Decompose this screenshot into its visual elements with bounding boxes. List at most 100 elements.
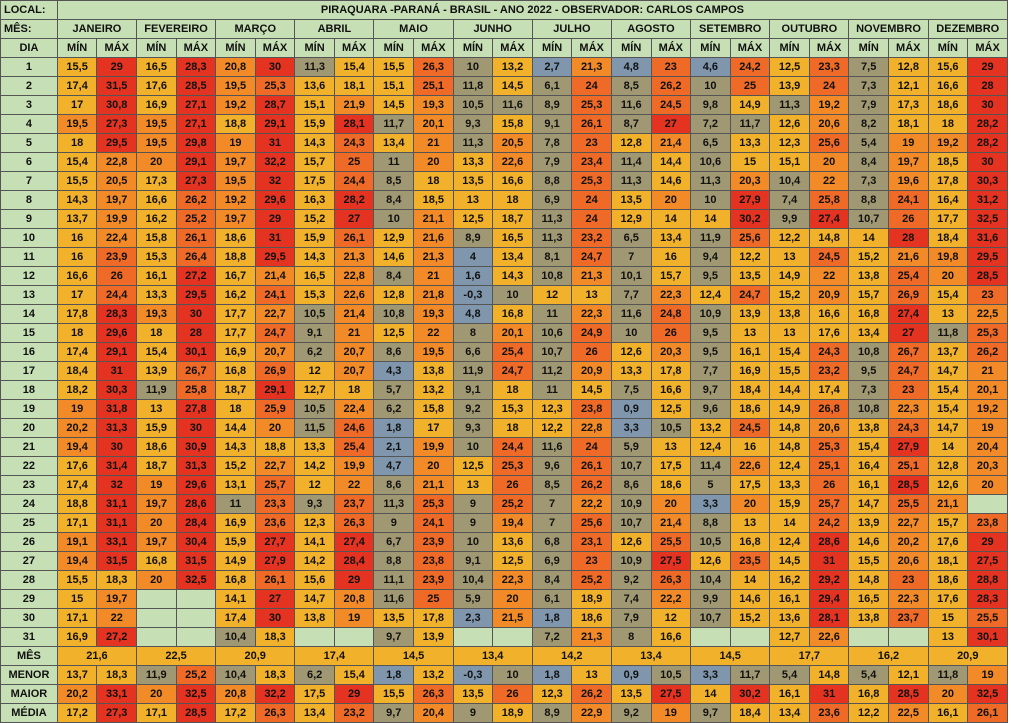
temp-cell: -0,3 [452, 285, 494, 305]
temp-cell: 6,2 [373, 399, 415, 419]
temp-cell: 26,9 [887, 285, 929, 305]
temp-cell: 8,4 [373, 190, 415, 210]
day-number: 1 [0, 57, 58, 77]
table-row: 15 18 29,6 18 28 17,7 24,7 9,1 21 12,5 22 8 20,1 10,6… [0, 323, 1008, 343]
temp-cell: 11,3 [690, 171, 731, 191]
temp-cell: 26,2 [571, 475, 612, 495]
temp-cell: 28,7 [254, 95, 296, 115]
temp-cell: 28,2 [333, 190, 375, 210]
temp-cell: 8,1 [531, 247, 573, 267]
temp-cell: 15,4 [136, 342, 177, 362]
day-number: 10 [0, 228, 58, 248]
temp-cell: 28 [967, 76, 1008, 96]
max-header: MÁX [333, 38, 375, 58]
day-number: 13 [0, 285, 58, 305]
temp-cell: 12,9 [373, 228, 415, 248]
temp-cell: 13,5 [729, 266, 771, 286]
month-name: JANEIRO [56, 19, 138, 39]
temp-cell: 9,6 [531, 456, 573, 476]
temp-cell: 26 [492, 475, 533, 495]
temp-cell: 13 [927, 304, 969, 324]
temp-cell: 12,6 [690, 551, 731, 571]
month-name: OUTUBRO [769, 19, 850, 39]
temp-cell: 22,3 [571, 304, 612, 324]
temp-cell: 12,8 [927, 456, 969, 476]
temp-cell: 6,1 [531, 76, 573, 96]
table-row: 31 16,9 27,2 10,4 18,3 9,7 13,9 7,2 21,3 8 16,6 12,… [0, 627, 1008, 647]
temp-cell: 20 [254, 418, 296, 438]
temp-cell: 30,2 [729, 209, 771, 229]
temp-cell: 11,3 [373, 494, 415, 514]
temp-cell: 15,2 [848, 247, 889, 267]
temp-cell: 8,8 [690, 513, 731, 533]
temp-cell: 22,7 [887, 513, 929, 533]
temp-cell: 20,1 [492, 323, 533, 343]
temp-cell: 13 [650, 437, 692, 457]
summary-cell: 1,8 [373, 665, 415, 685]
temp-cell: 13,8 [294, 608, 335, 628]
temp-cell: 15,2 [294, 209, 335, 229]
temp-cell: 30 [254, 608, 296, 628]
temp-cell: 11 [531, 304, 573, 324]
temp-cell: 16,8 [848, 304, 889, 324]
temp-cell: 14 [650, 209, 692, 229]
temp-cell: 13,8 [848, 266, 889, 286]
summary-cell: 22,9 [571, 703, 612, 723]
temp-cell: 15 [56, 589, 98, 609]
temp-cell: 12,8 [610, 133, 652, 153]
temp-cell: 3,3 [690, 494, 731, 514]
temp-cell: 22,3 [887, 399, 929, 419]
temp-cell: 9,3 [294, 494, 335, 514]
day-number: 2 [0, 76, 58, 96]
max-header: MÁX [650, 38, 692, 58]
temp-cell: 19 [215, 133, 256, 153]
min-header: MÍN [610, 38, 652, 58]
temp-cell: 31,4 [96, 456, 137, 476]
month-average-row: MÊS 21,6 22,5 20,9 17,4 14,5 13,4 14,2 13,4 14,5 1… [0, 646, 1009, 666]
temp-cell: 16,4 [848, 456, 889, 476]
empty-cell [136, 589, 177, 609]
temp-cell: 7,9 [531, 152, 573, 172]
temp-cell: 17,4 [215, 608, 256, 628]
temp-cell: 13 [452, 190, 494, 210]
temp-cell: 16,6 [136, 190, 177, 210]
temp-cell: 17,8 [927, 171, 969, 191]
temp-cell: 13 [769, 323, 810, 343]
temp-cell: 29,6 [175, 475, 217, 495]
temp-cell: 21,3 [571, 266, 612, 286]
summary-cell: 9,7 [373, 703, 415, 723]
temp-cell: 18,6 [927, 95, 969, 115]
month-average-value: 14,5 [690, 646, 771, 666]
temp-cell: 11,6 [531, 437, 573, 457]
temp-cell: 30 [175, 304, 217, 324]
temp-cell: 7,4 [769, 190, 810, 210]
temp-cell: 19 [967, 418, 1008, 438]
temp-cell: 15,9 [136, 418, 177, 438]
temp-cell: 14,2 [294, 551, 335, 571]
summary-cell: 9,7 [690, 703, 731, 723]
temp-cell: 13 [571, 285, 612, 305]
temp-cell: 21,4 [650, 133, 692, 153]
temp-cell: 19,2 [967, 399, 1008, 419]
temp-cell: 27 [650, 114, 692, 134]
temp-cell: 9,1 [294, 323, 335, 343]
temp-cell: 30 [175, 418, 217, 438]
temp-cell: 15,1 [373, 76, 415, 96]
max-header: MÁX [492, 38, 533, 58]
empty-cell [333, 627, 375, 647]
temp-cell: 22,6 [492, 152, 533, 172]
temp-cell: 31 [96, 361, 137, 381]
empty-cell [690, 627, 731, 647]
temp-cell: 15,4 [333, 57, 375, 77]
min-header: MÍN [690, 38, 731, 58]
temp-cell: 13,4 [650, 228, 692, 248]
summary-cell: 3,3 [690, 665, 731, 685]
temp-cell: 19,8 [927, 247, 969, 267]
temp-cell: 8,9 [531, 95, 573, 115]
temp-cell: 26,1 [333, 228, 375, 248]
temp-cell: 22,4 [333, 399, 375, 419]
temp-cell: 14,4 [215, 418, 256, 438]
temp-cell: 14,3 [56, 190, 98, 210]
temp-cell: 29,4 [808, 589, 850, 609]
